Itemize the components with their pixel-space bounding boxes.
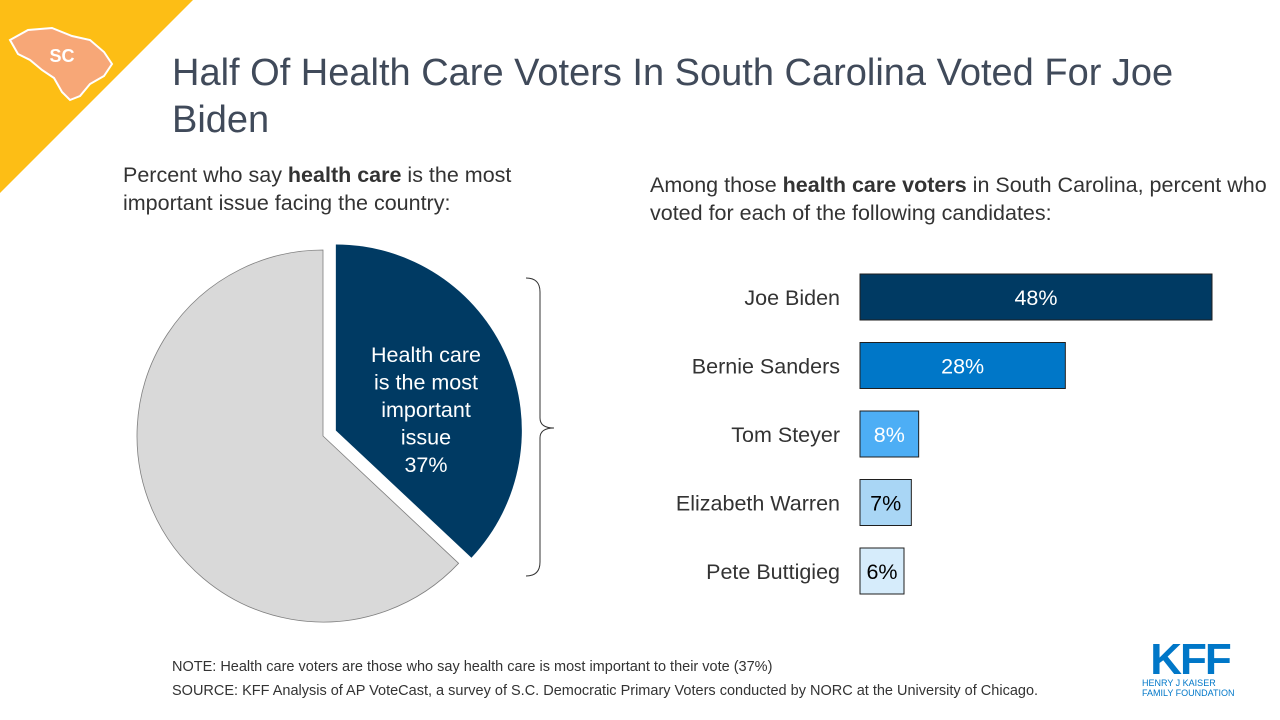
bar-value-label: 7% [870,492,901,516]
source-text: SOURCE: KFF Analysis of AP VoteCast, a s… [172,683,1039,699]
page-title: Half Of Health Care Voters In South Caro… [172,52,1174,141]
pie-subtitle-text: Percent who say [123,163,288,187]
bar-category-label: Joe Biden [744,286,840,310]
kff-logo-line1: HENRY J KAISER [1142,678,1216,688]
bar-value-label: 8% [874,423,905,447]
pie-slice-label: 37% [404,453,447,477]
bar-subtitle-text-end: in South Carolina, percent who voted for… [650,173,1267,225]
bar [859,342,1066,389]
pie-slice-label: is the most [374,371,478,395]
bar-category-label: Elizabeth Warren [676,492,840,516]
bar [859,410,920,458]
badge-label: SC [49,46,74,66]
bar-subtitle-bold: health care voters [782,173,967,197]
pie-subtitle: Percent who say health care is the most … [123,161,593,217]
bracket [525,277,555,577]
south-carolina-icon [8,26,114,102]
pie-chart: Health care is the most important issue 37% [136,244,555,623]
bar-subtitle: Among those health care voters in South … [650,171,1270,227]
bar-category-label: Pete Buttigieg [706,560,840,584]
bar-value-label: 48% [1014,286,1057,310]
pie-slice [136,249,460,623]
bar-category-label: Bernie Sanders [692,355,840,379]
pie-slice [335,244,522,558]
kff-logo: KFF HENRY J KAISER FAMILY FOUNDATION [1142,636,1235,698]
state-badge: SC [0,0,193,193]
pie-subtitle-bold: health care [287,163,402,187]
bar-value-label: 28% [941,355,984,379]
pie-slice-label: Health care [371,343,481,367]
note-text: NOTE: Health care voters are those who s… [172,659,773,675]
bar-category-label: Tom Steyer [731,423,840,447]
kff-logo-mark: KFF [1150,636,1231,684]
bar [859,547,905,595]
bar-value-label: 6% [866,560,897,584]
bar [859,479,912,526]
kff-logo-line2: FAMILY FOUNDATION [1142,688,1235,698]
pie-slice-label: important [381,398,471,422]
bar [859,273,1213,321]
pie-subtitle-text-end: is the most important issue facing the c… [123,163,512,215]
pie-slice-label: issue [401,426,451,450]
bar-chart: Joe Biden 48% Bernie Sanders 28% Tom Steyer 8… [676,273,1213,595]
bar-subtitle-text: Among those [650,173,783,197]
